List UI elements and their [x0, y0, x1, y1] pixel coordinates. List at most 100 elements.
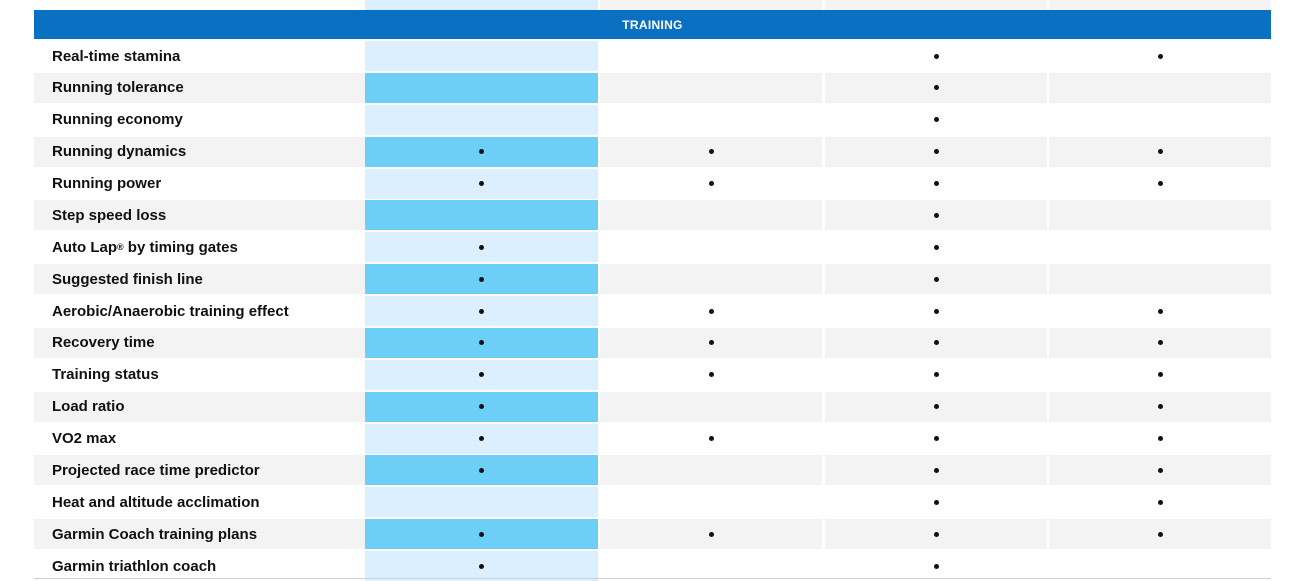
bullet-dot-icon: [933, 467, 939, 473]
feature-cell-col-1: [365, 200, 598, 231]
feature-label: Recovery time: [34, 327, 365, 358]
feature-label: Real-time stamina: [34, 41, 365, 71]
feature-cell-col-3: [825, 72, 1047, 103]
feature-label-text: Suggested finish line: [52, 270, 203, 288]
feature-label-text: Aerobic/Anaerobic training effect: [52, 302, 289, 320]
bullet-dot-icon: [933, 531, 939, 537]
table-row: Step speed loss: [34, 200, 1271, 231]
bullet-dot-icon: [479, 436, 484, 441]
bullet-dot-icon: [479, 531, 484, 537]
bullet-dot-icon: [933, 308, 939, 314]
feature-label: Load ratio: [34, 391, 365, 422]
feature-label-text: Running power: [52, 175, 162, 192]
column-stub: [1049, 0, 1271, 10]
feature-cell-col-3: [825, 104, 1047, 135]
table-bottom-divider: [34, 578, 1271, 579]
feature-cell-col-2: [600, 455, 822, 486]
feature-label-text: Garmin Coach training plans: [52, 525, 258, 543]
feature-cell-col-2: [600, 264, 822, 295]
feature-label: Training status: [34, 359, 365, 390]
feature-label: Heat and altitude acclimation: [34, 487, 365, 518]
bullet-dot-icon: [708, 308, 714, 314]
feature-label-suffix: by timing gates: [123, 238, 238, 256]
bullet-dot-icon: [479, 404, 484, 410]
bullet-dot-icon: [933, 499, 939, 505]
feature-label-text: Garmin triathlon coach: [52, 557, 217, 575]
bullet-dot-icon: [933, 53, 939, 59]
table-row: Suggested finish line: [34, 264, 1271, 295]
feature-cell-col-2: [600, 487, 822, 518]
bullet-dot-icon: [479, 372, 484, 378]
bullet-dot-icon: [708, 149, 714, 155]
bullet-dot-icon: [479, 340, 484, 346]
feature-cell-col-2: [600, 232, 822, 263]
feature-cell-col-4: [1049, 519, 1271, 550]
feature-cell-col-3: [825, 391, 1047, 422]
feature-cell-col-1: [365, 455, 598, 486]
feature-cell-col-3: [825, 264, 1047, 295]
feature-cell-col-2: [600, 41, 822, 71]
bullet-dot-icon: [933, 85, 939, 91]
feature-cell-col-3: [825, 519, 1047, 550]
feature-cell-col-1: [365, 327, 598, 358]
feature-cell-col-1: [365, 72, 598, 103]
feature-cell-col-1: [365, 359, 598, 390]
feature-cell-col-1: [365, 264, 598, 295]
feature-label: Projected race time predictor: [34, 455, 365, 486]
feature-cell-col-2: [600, 72, 822, 103]
feature-cell-col-2: [600, 136, 822, 167]
feature-cell-col-4: [1049, 423, 1271, 454]
feature-label: Suggested finish line: [34, 264, 365, 295]
table-row: Garmin triathlon coach: [34, 551, 1271, 581]
feature-label: VO2 max: [34, 423, 365, 454]
feature-cell-col-4: [1049, 551, 1271, 581]
feature-cell-col-1: [365, 41, 598, 71]
table-row: Running economy: [34, 104, 1271, 135]
feature-cell-col-4: [1049, 487, 1271, 518]
feature-cell-col-2: [600, 104, 822, 135]
feature-cell-col-2: [600, 551, 822, 581]
feature-label-text: Auto Lap: [52, 238, 117, 256]
feature-label-text: Running tolerance: [52, 79, 184, 97]
feature-cell-col-4: [1049, 72, 1271, 103]
feature-cell-col-4: [1049, 168, 1271, 199]
bullet-dot-icon: [1157, 372, 1163, 378]
bullet-dot-icon: [1157, 181, 1163, 186]
feature-cell-col-1: [365, 423, 598, 454]
feature-cell-col-3: [825, 168, 1047, 199]
bullet-dot-icon: [708, 340, 714, 346]
feature-cell-col-3: [825, 200, 1047, 231]
feature-cell-col-1: [365, 551, 598, 581]
feature-cell-col-3: [825, 327, 1047, 358]
feature-label-text: Heat and altitude acclimation: [52, 493, 260, 511]
bullet-dot-icon: [1157, 308, 1163, 314]
feature-label-text: Running dynamics: [52, 143, 187, 161]
feature-cell-col-2: [600, 296, 822, 326]
bullet-dot-icon: [708, 181, 714, 186]
feature-cell-col-3: [825, 487, 1047, 518]
feature-label-text: Recovery time: [52, 334, 155, 352]
feature-cell-col-4: [1049, 41, 1271, 71]
feature-cell-col-4: [1049, 359, 1271, 390]
bullet-dot-icon: [1157, 531, 1163, 537]
feature-cell-col-3: [825, 232, 1047, 263]
feature-cell-col-2: [600, 519, 822, 550]
feature-label: Garmin Coach training plans: [34, 519, 365, 550]
table-row: Heat and altitude acclimation: [34, 487, 1271, 518]
feature-label: Running dynamics: [34, 136, 365, 167]
bullet-dot-icon: [1157, 53, 1163, 59]
feature-cell-col-1: [365, 296, 598, 326]
feature-cell-col-3: [825, 41, 1047, 71]
feature-cell-col-1: [365, 136, 598, 167]
bullet-dot-icon: [933, 404, 939, 410]
bullet-dot-icon: [479, 563, 484, 569]
feature-cell-col-3: [825, 296, 1047, 326]
feature-cell-col-4: [1049, 104, 1271, 135]
feature-cell-col-4: [1049, 327, 1271, 358]
feature-cell-col-2: [600, 200, 822, 231]
bullet-dot-icon: [479, 308, 484, 314]
feature-cell-col-1: [365, 168, 598, 199]
feature-label-text: Running economy: [52, 111, 183, 129]
feature-label: Running power: [34, 168, 365, 199]
feature-label: Garmin triathlon coach: [34, 551, 365, 581]
